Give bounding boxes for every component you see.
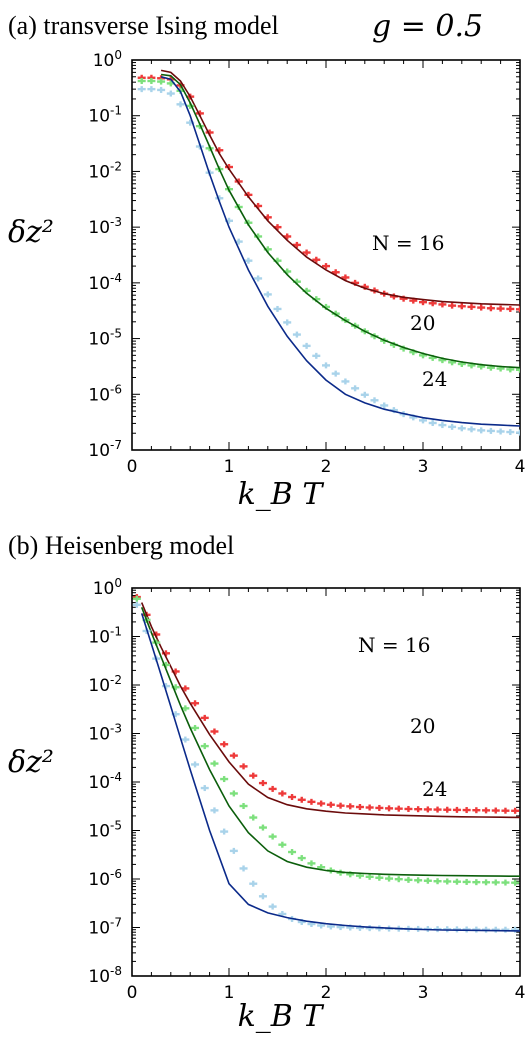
panel-b-heisenberg: (b) Heisenberg model δz² k_B T 10010-110… — [8, 531, 525, 1034]
y-tick-label: 100 — [93, 48, 122, 71]
x-tick-label: 4 — [515, 457, 526, 477]
y-tick-label: 10-6 — [88, 867, 122, 890]
y-tick-label: 10-5 — [88, 819, 122, 842]
series-line — [140, 602, 520, 819]
panel-b-xlabel: k_B T — [238, 999, 325, 1034]
series-label: N = 16 — [358, 633, 430, 657]
panel-b-ylabel: δz² — [8, 745, 54, 780]
y-tick-label: 10-8 — [88, 964, 122, 987]
series-group — [132, 594, 520, 933]
y-tick-label: 10-6 — [88, 382, 122, 405]
series-label: 20 — [410, 714, 435, 738]
x-tick-label: 1 — [224, 457, 235, 477]
series-label: 24 — [422, 367, 447, 391]
x-tick-label: 0 — [127, 983, 138, 1003]
plot-frame — [131, 587, 521, 977]
series-label: 20 — [410, 311, 435, 335]
x-tick-label: 2 — [321, 457, 332, 477]
y-tick-label: 10-5 — [88, 327, 122, 350]
y-tick-label: 10-3 — [88, 722, 122, 745]
y-tick-label: 10-7 — [88, 438, 122, 461]
y-tick-label: 10-7 — [88, 916, 122, 939]
x-tick-label: 1 — [224, 983, 235, 1003]
y-tick-label: 10-2 — [88, 673, 122, 696]
series-label: N = 16 — [372, 231, 444, 255]
y-tick-label: 100 — [93, 576, 122, 599]
panel-a-xlabel: k_B T — [238, 477, 325, 512]
x-tick-label: 3 — [418, 457, 429, 477]
x-tick-label: 0 — [127, 457, 138, 477]
y-tick-label: 10-2 — [88, 159, 122, 182]
plot-frame — [131, 59, 521, 451]
y-tick-label: 10-1 — [88, 625, 122, 648]
series-label: 24 — [422, 777, 447, 801]
x-tick-label: 3 — [418, 983, 429, 1003]
y-tick-label: 10-4 — [88, 770, 122, 793]
series-group — [137, 69, 520, 436]
series-line — [160, 76, 520, 427]
y-tick-label: 10-1 — [88, 104, 122, 127]
panel-b-title: (b) Heisenberg model — [8, 531, 234, 560]
x-tick-label: 2 — [321, 983, 332, 1003]
panel-a-title: (a) transverse Ising model — [8, 11, 279, 40]
x-tick-label: 4 — [515, 983, 526, 1003]
y-tick-label: 10-3 — [88, 215, 122, 238]
panel-a-parameter: g = 0.5 — [372, 9, 483, 44]
series-line — [160, 69, 520, 306]
panel-a-ylabel: δz² — [8, 215, 54, 250]
series-line — [140, 613, 520, 932]
series-line — [160, 73, 520, 369]
y-tick-label: 10-4 — [88, 271, 122, 294]
panel-a-ising: (a) transverse Ising model g = 0.5 δz² k… — [8, 9, 525, 512]
panel-b-plot-area: 100 10-1 10-2 10-3 10-4 10-5 10-6 10-7 10-80 1 2 3 4… — [88, 576, 525, 1003]
panel-a-plot-area: 100 10-1 10-2 10-3 10-4 10-5 10-6 10-70 1 2 3 4 N = … — [88, 48, 525, 477]
series-line — [140, 607, 520, 878]
